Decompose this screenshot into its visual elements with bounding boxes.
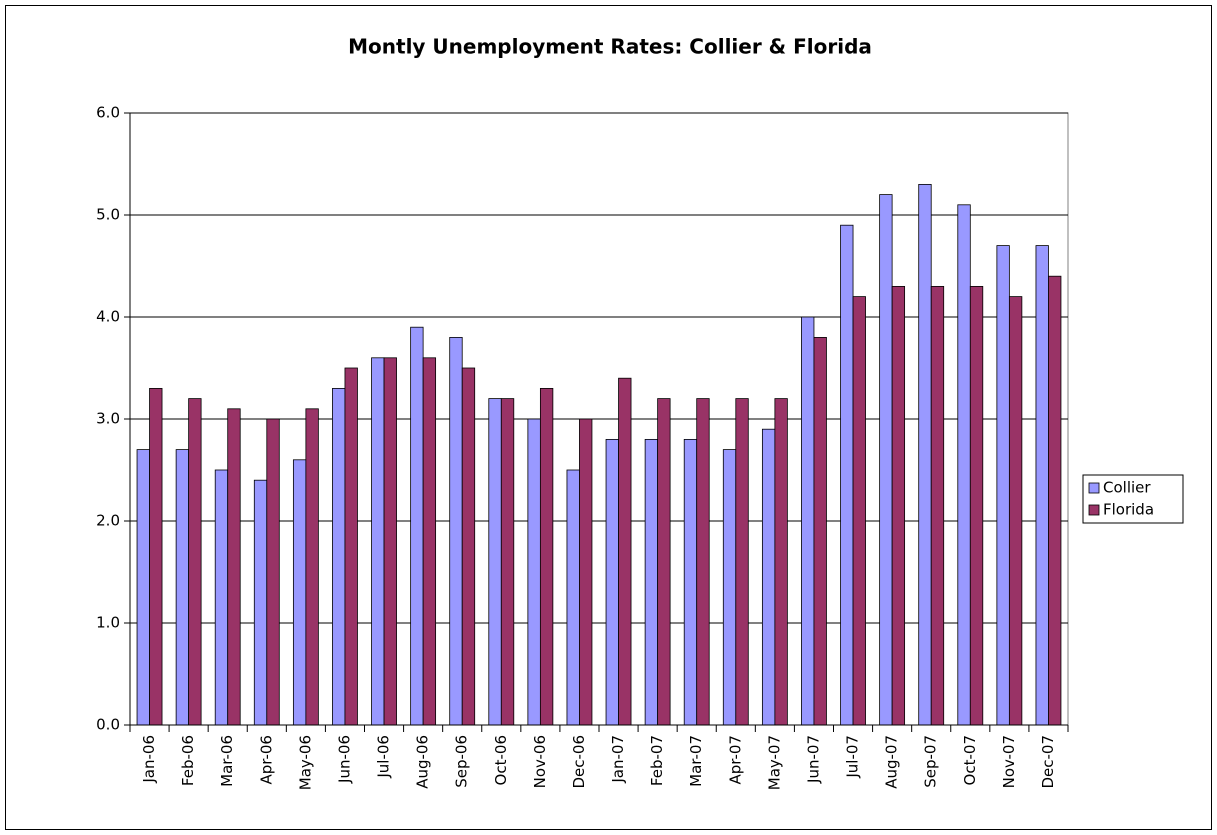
bar (253, 479, 268, 726)
bar (305, 408, 319, 726)
x-tick-label: Jul-07 (844, 735, 862, 779)
x-tick-label: Feb-06 (179, 735, 197, 786)
bar (227, 408, 241, 726)
x-tick-label: Jan-06 (140, 735, 158, 784)
x-tick-label: Mar-07 (687, 735, 705, 787)
bar (175, 449, 190, 726)
bar (840, 224, 854, 726)
bar (344, 367, 358, 726)
bar (918, 183, 932, 726)
y-tick-label: 0.0 (96, 716, 120, 734)
bar (188, 398, 202, 726)
bar (488, 398, 502, 726)
x-tick-label: Dec-07 (1039, 735, 1057, 789)
x-tick-label: May-06 (296, 735, 314, 790)
x-tick-label: Aug-06 (414, 735, 432, 789)
x-tick-label: Jan-07 (609, 735, 627, 784)
chart-title: Montly Unemployment Rates: Collier & Flo… (348, 35, 872, 59)
bar (696, 398, 710, 726)
x-tick-label: Oct-07 (961, 735, 979, 785)
bar (579, 418, 593, 726)
bar (957, 204, 971, 726)
bar (930, 285, 945, 726)
bar (149, 387, 163, 726)
bar (136, 449, 150, 726)
bar (422, 357, 437, 726)
x-tick-label: Nov-06 (531, 735, 549, 788)
bar (605, 438, 619, 726)
bar (801, 316, 815, 726)
bar (891, 285, 906, 726)
legend-box (1082, 474, 1184, 524)
bar (1035, 245, 1049, 726)
bar (566, 469, 580, 726)
y-tick-label: 2.0 (96, 512, 120, 530)
bar (644, 438, 659, 726)
x-tick-label: Apr-06 (257, 735, 275, 785)
x-tick-label: Dec-06 (570, 735, 588, 789)
bar (657, 398, 671, 726)
bar (618, 377, 632, 726)
bar (461, 367, 476, 726)
bar (500, 398, 515, 726)
x-tick-label: Feb-07 (648, 735, 666, 786)
bar (879, 194, 893, 726)
bar (761, 428, 776, 726)
bar (449, 336, 463, 726)
x-tick-label: Oct-06 (492, 735, 510, 785)
legend-label: Collier (1103, 479, 1151, 497)
y-tick-label: 4.0 (96, 308, 120, 326)
bar (292, 459, 307, 726)
bar (332, 387, 346, 726)
x-tick-label: Mar-06 (218, 735, 236, 787)
x-tick-label: Aug-07 (883, 735, 901, 789)
x-tick-label: Apr-07 (726, 735, 744, 785)
x-tick-label: Jun-07 (804, 735, 822, 784)
bar (383, 357, 397, 726)
x-tick-label: Jun-06 (335, 735, 353, 784)
bar (539, 387, 554, 726)
x-tick-label: Jul-06 (375, 735, 393, 779)
y-tick-label: 5.0 (96, 206, 120, 224)
y-tick-label: 1.0 (96, 614, 120, 632)
legend-swatch (1088, 482, 1100, 494)
bar (813, 336, 827, 726)
bar (266, 418, 280, 726)
bar (527, 418, 541, 726)
bar (1048, 275, 1062, 726)
bar (683, 438, 698, 726)
y-tick-label: 3.0 (96, 410, 120, 428)
bar (722, 449, 737, 726)
y-tick-label: 6.0 (96, 104, 120, 122)
legend-swatch (1088, 504, 1100, 516)
bar (852, 296, 866, 726)
x-tick-label: Nov-07 (1000, 735, 1018, 788)
bar (1008, 296, 1023, 726)
bar (774, 398, 788, 726)
x-tick-label: Sep-07 (922, 735, 940, 788)
bar (410, 326, 424, 726)
x-tick-label: May-07 (765, 735, 783, 790)
bar (996, 245, 1010, 726)
bar (969, 285, 984, 726)
legend-label: Florida (1103, 501, 1154, 519)
bar (735, 398, 749, 726)
bar (214, 469, 229, 726)
x-tick-label: Sep-06 (453, 735, 471, 788)
bar (371, 357, 385, 726)
